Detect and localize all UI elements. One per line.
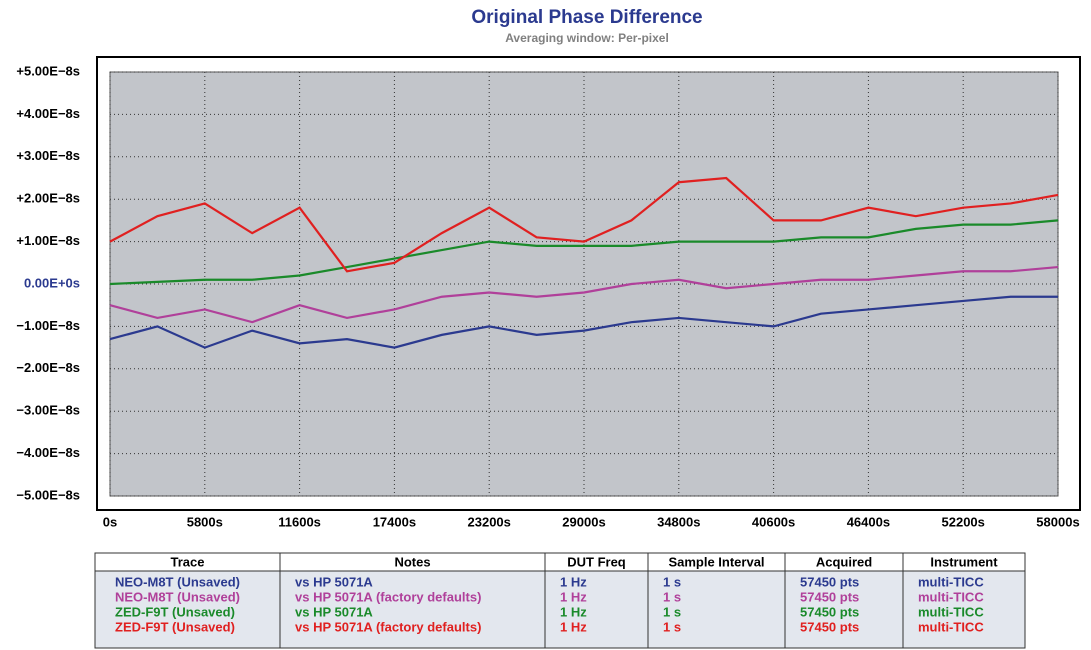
table-cell: vs HP 5071A (factory defaults) — [295, 619, 481, 634]
table-header-cell: Instrument — [930, 554, 998, 569]
x-tick-label: 40600s — [752, 514, 795, 529]
x-tick-label: 46400s — [847, 514, 890, 529]
table-cell: ZED-F9T (Unsaved) — [115, 604, 235, 619]
series-line — [109, 265, 1059, 324]
table-cell: 57450 pts — [800, 589, 859, 604]
table-cell: multi-TICC — [918, 619, 984, 634]
table-cell: 57450 pts — [800, 619, 859, 634]
x-tick-label: 34800s — [657, 514, 700, 529]
chart-title: Original Phase Difference — [471, 7, 702, 28]
y-tick-label: −5.00E−8s — [16, 487, 80, 502]
table-cell: 1 s — [663, 619, 681, 634]
table-cell: ZED-F9T (Unsaved) — [115, 619, 235, 634]
x-tick-label: 11600s — [278, 514, 321, 529]
table-cell: NEO-M8T (Unsaved) — [115, 574, 240, 589]
series-line — [109, 219, 1059, 286]
table-header-cell: Sample Interval — [668, 554, 764, 569]
x-tick-label: 5800s — [187, 514, 223, 529]
y-tick-label: −2.00E−8s — [16, 360, 80, 375]
series-line — [109, 176, 1059, 273]
table-cell: 1 Hz — [560, 604, 587, 619]
chart-subtitle: Averaging window: Per-pixel — [505, 31, 669, 45]
table-header-cell: Notes — [394, 554, 430, 569]
table-header-cell: DUT Freq — [567, 554, 626, 569]
table-cell: multi-TICC — [918, 604, 984, 619]
x-tick-label: 23200s — [468, 514, 511, 529]
table-cell: 1 Hz — [560, 589, 587, 604]
table-header-cell: Trace — [171, 554, 205, 569]
y-tick-label: +5.00E−8s — [16, 63, 80, 78]
table-cell: 1 Hz — [560, 574, 587, 589]
table-header — [94, 552, 1026, 572]
table-cell: 1 Hz — [560, 619, 587, 634]
table-cell: multi-TICC — [918, 574, 984, 589]
table-cell: vs HP 5071A — [295, 574, 373, 589]
table-header-cell: Acquired — [816, 554, 872, 569]
table-cell: vs HP 5071A (factory defaults) — [295, 589, 481, 604]
table-cell: 1 s — [663, 604, 681, 619]
series-line — [109, 295, 1058, 349]
y-tick-label: +1.00E−8s — [16, 233, 80, 248]
x-tick-label: 58000s — [1036, 514, 1079, 529]
table-cell: 57450 pts — [800, 574, 859, 589]
x-tick-label: 29000s — [562, 514, 605, 529]
y-tick-label: −1.00E−8s — [16, 318, 80, 333]
table-cell: 1 s — [663, 589, 681, 604]
y-tick-label: −3.00E−8s — [16, 403, 80, 418]
table-cell: 1 s — [663, 574, 681, 589]
y-tick-label: +2.00E−8s — [16, 191, 80, 206]
table-cell: 57450 pts — [800, 604, 859, 619]
y-tick-label: −4.00E−8s — [16, 445, 80, 460]
table-cell: multi-TICC — [918, 589, 984, 604]
table-cell: NEO-M8T (Unsaved) — [115, 589, 240, 604]
y-tick-label: 0.00E+0s — [24, 275, 80, 290]
x-tick-label: 0s — [103, 514, 117, 529]
x-tick-label: 52200s — [942, 514, 985, 529]
x-tick-label: 17400s — [373, 514, 416, 529]
y-tick-label: +4.00E−8s — [16, 106, 80, 121]
table-cell: vs HP 5071A — [295, 604, 373, 619]
y-tick-label: +3.00E−8s — [16, 148, 80, 163]
